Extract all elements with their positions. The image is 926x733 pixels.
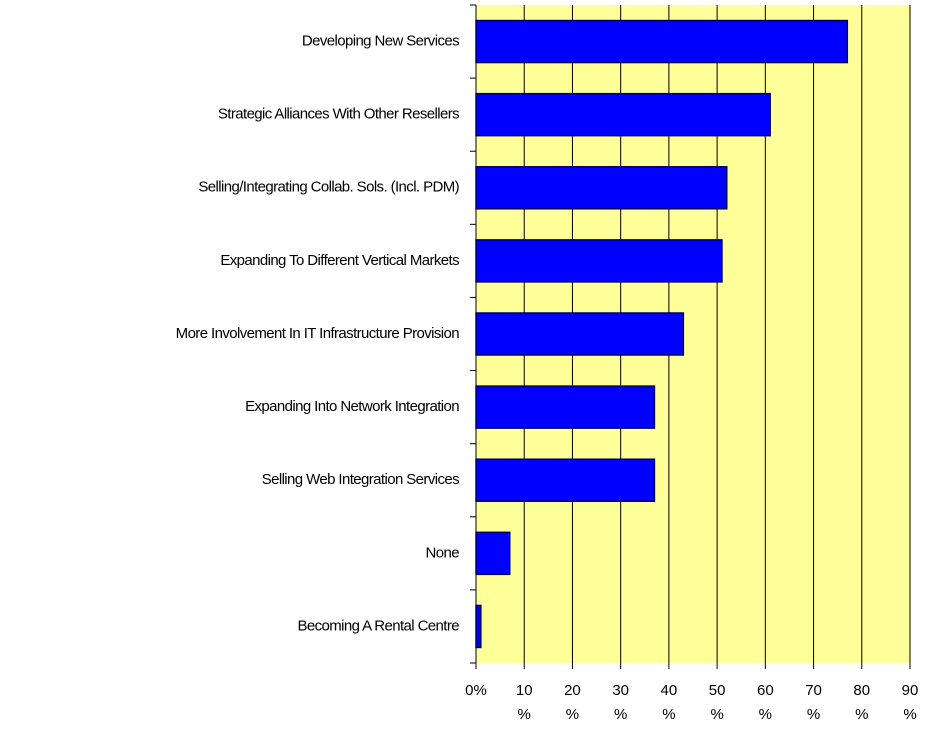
bar	[475, 458, 656, 502]
x-tick-label: 60 %	[756, 682, 774, 723]
x-tick-label: 10 %	[515, 682, 533, 723]
y-tick-label: Becoming A Rental Centre	[297, 617, 459, 634]
y-tick-label: Developing New Services	[302, 33, 459, 50]
y-tick-label: Expanding Into Network Integration	[245, 398, 459, 415]
bar	[475, 92, 771, 137]
bar	[475, 385, 656, 429]
x-tick-label: 40 %	[660, 682, 678, 723]
y-tick-label: None	[426, 544, 460, 561]
x-tick-label: 20 %	[564, 682, 581, 723]
bar	[475, 19, 849, 64]
bar	[475, 531, 511, 576]
y-tick-label: Strategic Alliances With Other Resellers	[218, 106, 459, 123]
y-tick-label: Expanding To Different Vertical Markets	[220, 252, 459, 269]
bar	[475, 312, 685, 356]
x-tick-label: 90 %	[901, 682, 919, 723]
y-tick-label: More Involvement In IT Infrastructure Pr…	[176, 325, 460, 342]
x-tick-label: 0%	[465, 682, 487, 699]
bar	[475, 166, 728, 210]
x-tick-label: 30 %	[612, 682, 629, 723]
x-tick-label: 70 %	[805, 682, 822, 723]
y-tick-label: Selling Web Integration Services	[262, 471, 459, 488]
bar	[475, 604, 482, 649]
bar	[475, 239, 723, 283]
x-tick-label: 50 %	[708, 682, 726, 723]
x-tick-label: 80 %	[853, 682, 871, 723]
y-tick-label: Selling/Integrating Collab. Sols. (Incl.…	[198, 179, 459, 196]
